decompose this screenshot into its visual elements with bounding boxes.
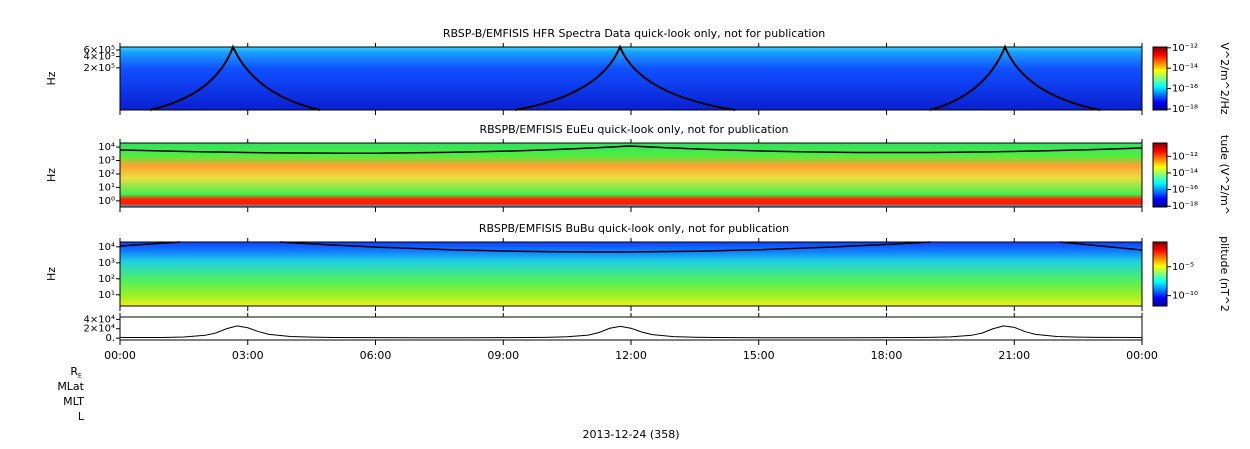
y-axis-label: Hz (45, 71, 58, 85)
colorbar-tick-label: 10⁻¹⁶ (1172, 84, 1198, 95)
y-tick-label: 10¹ (98, 182, 115, 193)
x-tick-label: 00:00 (104, 349, 136, 362)
y-tick-label: 10² (98, 169, 115, 180)
colorbar-label: V^2/m^2/Hz (1218, 42, 1231, 114)
y-axis-label: Hz (45, 267, 58, 281)
y-tick-label: 10³ (98, 156, 115, 167)
colorbar-tick-label: 10⁻¹⁶ (1172, 185, 1198, 196)
ephemeris-subscript: E (78, 373, 82, 380)
colorbar-tick-label: 10⁻¹⁸ (1172, 201, 1198, 212)
x-tick-label: 18:00 (871, 349, 903, 362)
colorbar-tick-label: 10⁻¹² (1172, 151, 1198, 162)
y-tick-label: 10⁰ (98, 196, 115, 207)
y-tick-label: 10² (98, 274, 115, 285)
ephemeris-label: MLT (63, 395, 84, 408)
y-tick-label: 2×10⁵ (84, 63, 115, 74)
y-tick-label: 6×10⁵ (84, 45, 115, 56)
y-tick-label: 10⁴ (98, 142, 115, 153)
colorbar-tick-label: 10⁻¹² (1172, 43, 1198, 54)
colorbar-tick-label: 10⁻¹⁰ (1172, 291, 1198, 302)
colorbar-tick-label: 10⁻¹⁴ (1172, 168, 1198, 179)
data-line (119, 325, 1143, 339)
colorbar-tick-label: 10⁻¹⁴ (1172, 63, 1198, 74)
colorbar-tick-label: 10⁻⁵ (1172, 262, 1194, 273)
y-tick-label: 2×10⁴ (84, 324, 115, 335)
colorbar-label: tude (V^2/m^ (1218, 135, 1231, 215)
colorbar (1152, 142, 1168, 208)
x-tick-label: 21:00 (998, 349, 1030, 362)
colorbar (1152, 46, 1168, 111)
panel-title: RBSP-B/EMFISIS HFR Spectra Data quick-lo… (443, 27, 825, 40)
x-tick-label: 15:00 (743, 349, 775, 362)
ephemeris-label: L (78, 410, 85, 423)
ephemeris-label: MLat (57, 380, 84, 393)
y-tick-label: 4×10⁵ (84, 52, 115, 63)
date-label: 2013-12-24 (358) (582, 428, 679, 441)
colorbar-label: plitude (nT^2 (1218, 236, 1231, 312)
y-axis-label: Hz (45, 168, 58, 182)
y-tick-label: 4×10⁴ (84, 314, 115, 325)
y-tick-label: 10¹ (98, 290, 115, 301)
ephemeris-label: R (70, 365, 78, 378)
x-tick-label: 06:00 (360, 349, 392, 362)
y-tick-label: 0. (105, 333, 115, 344)
x-tick-label: 09:00 (487, 349, 519, 362)
x-tick-label: 03:00 (232, 349, 264, 362)
y-tick-label: 10³ (98, 258, 115, 269)
colorbar (1152, 241, 1168, 307)
colorbar-tick-label: 10⁻¹⁸ (1172, 104, 1198, 115)
x-tick-label: 00:00 (1126, 349, 1158, 362)
panel-title: RBSPB/EMFISIS EuEu quick-look only, not … (479, 123, 788, 136)
y-tick-label: 10⁴ (98, 242, 115, 253)
x-tick-label: 12:00 (615, 349, 647, 362)
spectrogram-image (120, 47, 1142, 110)
panel-title: RBSPB/EMFISIS BuBu quick-look only, not … (479, 222, 789, 235)
